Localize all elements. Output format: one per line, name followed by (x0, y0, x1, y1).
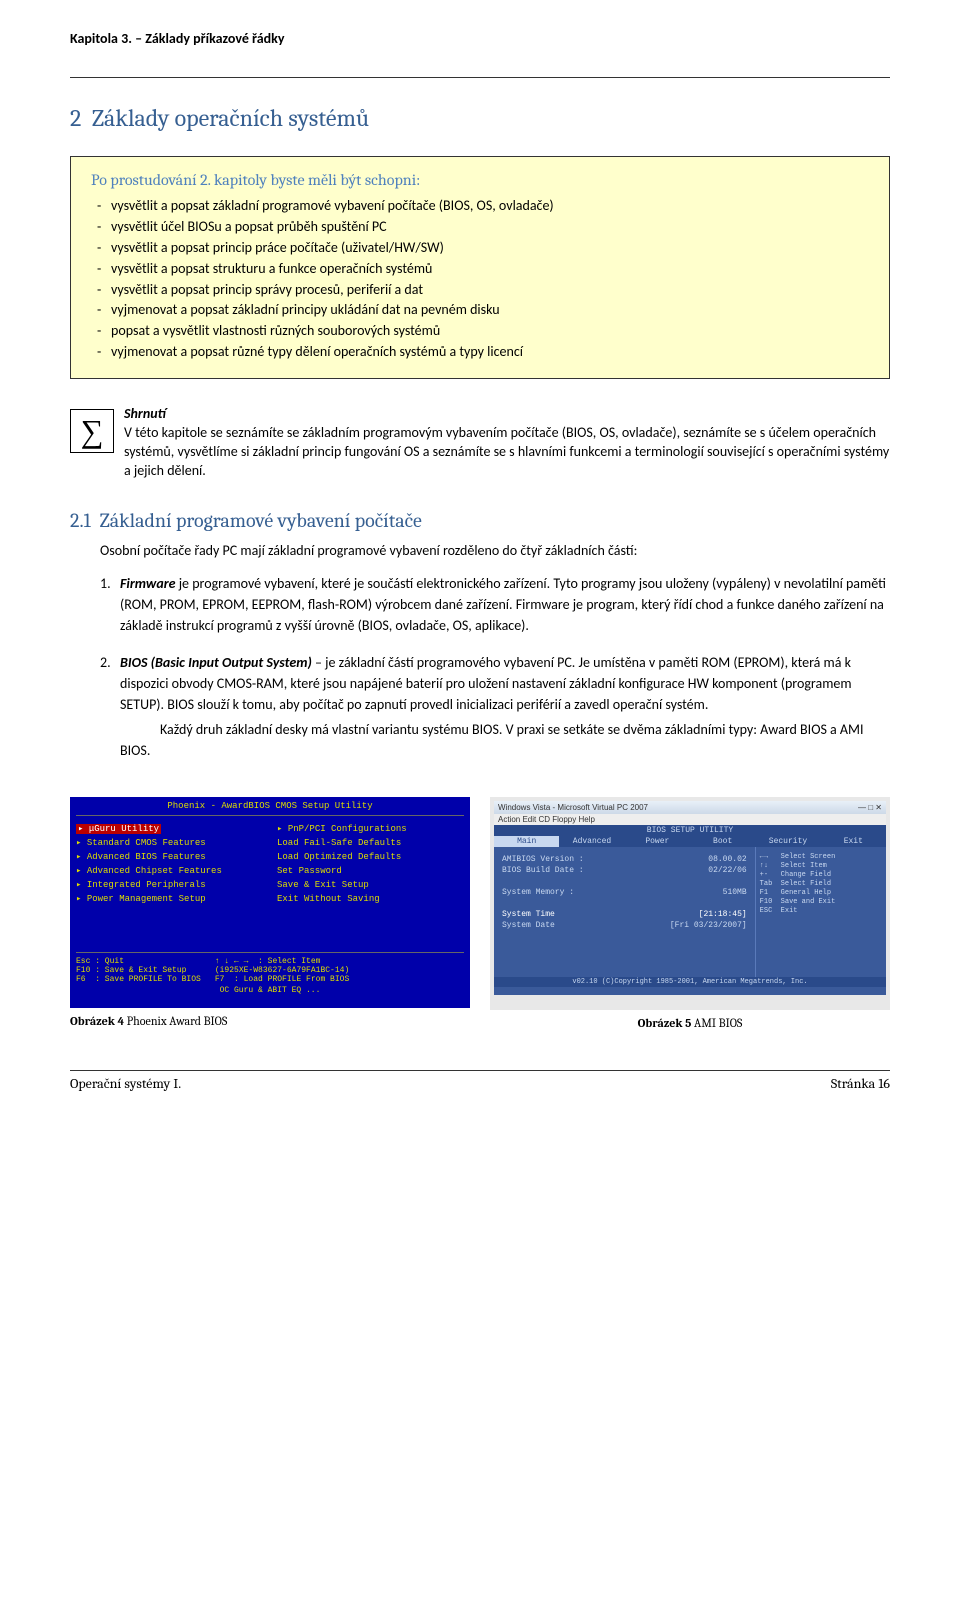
award-bottom: OC Guru & ABIT EQ ... (76, 986, 464, 995)
callout-item: vyjmenovat a popsat různé typy dělení op… (91, 343, 869, 362)
summary-body: Shrnutí V této kapitole se seznámíte se … (124, 405, 890, 481)
ami-key[interactable]: System Time (502, 910, 555, 919)
award-menu-item[interactable]: ▸ Power Management Setup (76, 894, 263, 904)
fig5-caption: Obrázek 5 AMI BIOS (490, 1016, 890, 1030)
award-menu-item-selected[interactable]: ▸ μGuru Utility (76, 824, 161, 834)
callout-item: vyjmenovat a popsat základní principy uk… (91, 301, 869, 320)
ami-key[interactable]: System Date (502, 921, 555, 930)
award-footer-right: ↑ ↓ ← → : Select Item (i925XE-W83627-6A7… (215, 957, 349, 984)
award-menu-item[interactable]: Load Fail-Safe Defaults (277, 838, 464, 848)
item-number: 2. (100, 652, 111, 673)
callout-list: vysvětlit a popsat základní programové v… (91, 197, 869, 362)
award-menu-item[interactable]: Save & Exit Setup (277, 880, 464, 890)
subsection-number: 2.1 (70, 509, 91, 532)
callout-item: vysvětlit a popsat princip práce počítač… (91, 239, 869, 258)
subsection-intro: Osobní počítače řady PC mají základní pr… (100, 542, 890, 561)
callout-title: Po prostudování 2. kapitoly byste měli b… (91, 171, 869, 189)
summary-text: V této kapitole se seznámíte se základní… (124, 424, 889, 479)
list-item: 1. Firmware je programové vybavení, kter… (100, 573, 890, 636)
ami-tab[interactable]: Security (755, 836, 820, 847)
header-rule (70, 77, 890, 78)
chapter-header: Kapitola 3. – Základy příkazové řádky (70, 30, 890, 47)
numbered-list: 1. Firmware je programové vybavení, kter… (100, 573, 890, 761)
award-menu-item[interactable]: ▸ Standard CMOS Features (76, 838, 263, 848)
ami-tab[interactable]: Exit (821, 836, 886, 847)
footer-left: Operační systémy I. (70, 1075, 181, 1092)
award-menu-item[interactable]: Load Optimized Defaults (277, 852, 464, 862)
fig5-text: AMI BIOS (691, 1016, 742, 1030)
callout-item: vysvětlit a popsat základní programové v… (91, 197, 869, 216)
item-lead: BIOS (Basic Input Output System) (120, 654, 312, 671)
fig4-caption: Obrázek 4 Phoenix Award BIOS (70, 1014, 470, 1028)
award-menu-item[interactable]: ▸ Advanced Chipset Features (76, 866, 263, 876)
ami-bios-figure: Windows Vista - Microsoft Virtual PC 200… (490, 797, 890, 1030)
item-number: 1. (100, 573, 111, 594)
ami-key: System Memory : (502, 888, 574, 897)
fig5-label: Obrázek 5 (638, 1016, 692, 1030)
callout-item: vysvětlit a popsat princip správy proces… (91, 281, 869, 300)
callout-item: vysvětlit účel BIOSu a popsat průběh spu… (91, 218, 869, 237)
ami-hints: ←→ Select Screen ↑↓ Select Item +- Chang… (755, 847, 886, 977)
award-title: Phoenix - AwardBIOS CMOS Setup Utility (76, 801, 464, 811)
screenshots-row: Phoenix - AwardBIOS CMOS Setup Utility ▸… (70, 797, 890, 1030)
ami-footer: v02.10 (C)Copyright 1985-2001, American … (494, 977, 886, 987)
fig4-label: Obrázek 4 (70, 1014, 124, 1028)
fig4-text: Phoenix Award BIOS (124, 1014, 227, 1028)
ami-tabs: Main Advanced Power Boot Security Exit (494, 836, 886, 847)
ami-main-panel: AMIBIOS Version : 08.00.02 BIOS Build Dat… (494, 847, 755, 977)
subsection-name: Základní programové vybavení počítače (100, 509, 422, 532)
award-bios-screen: Phoenix - AwardBIOS CMOS Setup Utility ▸… (70, 797, 470, 1008)
item-rest: je programové vybavení, které je součást… (120, 575, 886, 634)
list-item: 2. BIOS (Basic Input Output System) – je… (100, 652, 890, 761)
subsection-title: 2.1 Základní programové vybavení počítač… (70, 509, 890, 532)
award-menu-item[interactable]: Set Password (277, 866, 464, 876)
ami-tab[interactable]: Advanced (559, 836, 624, 847)
callout-item: popsat a vysvětlit vlastnosti různých so… (91, 322, 869, 341)
award-menu-item[interactable]: ▸ Advanced BIOS Features (76, 852, 263, 862)
ami-window-menu[interactable]: Action Edit CD Floppy Help (494, 814, 886, 825)
ami-key: BIOS Build Date : (502, 866, 584, 875)
award-menu-item[interactable]: ▸ Integrated Peripherals (76, 880, 263, 890)
summary-block: ∑ Shrnutí V této kapitole se seznámíte s… (70, 405, 890, 481)
award-menu-item[interactable]: Exit Without Saving (277, 894, 464, 904)
section-name: Základy operačních systémů (92, 104, 369, 132)
callout-item: vysvětlit a popsat strukturu a funkce op… (91, 260, 869, 279)
award-bios-figure: Phoenix - AwardBIOS CMOS Setup Utility ▸… (70, 797, 470, 1030)
ami-val: 510MB (723, 888, 747, 897)
item-tail: Každý druh základní desky má vlastní var… (120, 719, 890, 761)
ami-val: 02/22/06 (708, 866, 746, 875)
ami-bios-title: BIOS SETUP UTILITY (494, 825, 886, 836)
ami-bios-window: Windows Vista - Microsoft Virtual PC 200… (490, 797, 890, 1010)
ami-val[interactable]: [Fri 03/23/2007] (670, 921, 747, 930)
summary-heading: Shrnutí (124, 405, 166, 422)
section-number: 2 (70, 104, 81, 132)
ami-val: 08.00.02 (708, 855, 746, 864)
ami-val[interactable]: [21:18:45] (699, 910, 747, 919)
page-footer: Operační systémy I. Stránka 16 (70, 1070, 890, 1092)
ami-tab[interactable]: Main (494, 836, 559, 847)
award-menu-item[interactable]: ▸ PnP/PCI Configurations (277, 824, 464, 834)
ami-tab[interactable]: Power (625, 836, 690, 847)
footer-right: Stránka 16 (831, 1075, 890, 1092)
item-lead: Firmware (120, 575, 176, 592)
award-footer-left: Esc : Quit F10 : Save & Exit Setup F6 : … (76, 957, 201, 984)
learning-outcomes-box: Po prostudování 2. kapitoly byste měli b… (70, 156, 890, 379)
section-title: 2 Základy operačních systémů (70, 104, 890, 132)
ami-window-titlebar: Windows Vista - Microsoft Virtual PC 200… (494, 801, 886, 814)
window-controls[interactable]: — □ ✕ (858, 803, 882, 812)
ami-tab[interactable]: Boot (690, 836, 755, 847)
ami-window-title-text: Windows Vista - Microsoft Virtual PC 200… (498, 803, 648, 812)
ami-key: AMIBIOS Version : (502, 855, 584, 864)
sigma-icon: ∑ (70, 409, 114, 453)
